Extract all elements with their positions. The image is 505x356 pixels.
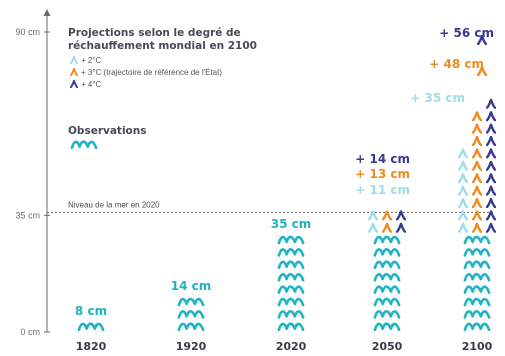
projection-value-label-2050: + 11 cm	[355, 183, 410, 197]
projection-chevron-mark	[486, 173, 496, 184]
y-tick-label: 90 cm	[15, 27, 40, 37]
legend-item-label: + 4°C	[81, 80, 102, 89]
projection-chevron-mark	[472, 222, 482, 233]
observation-wave-mark	[375, 237, 399, 243]
projection-chevron-mark	[472, 111, 482, 122]
projection-chevron-mark	[458, 222, 468, 233]
x-category-label: 2020	[276, 340, 307, 353]
observation-wave-mark	[279, 274, 303, 280]
legend-item-label: + 3°C (trajectoire de référence de l'Éta…	[81, 68, 222, 77]
projection-chevron-mark	[486, 136, 496, 146]
x-category-label: 1820	[76, 340, 107, 353]
observation-wave-mark	[279, 237, 303, 243]
projection-chevron-mark	[472, 160, 482, 171]
observation-wave-mark	[465, 299, 489, 305]
legend-chevron-icon	[70, 68, 78, 76]
projection-chevron-mark	[472, 123, 482, 134]
projection-chevron-mark	[486, 123, 496, 134]
legend-wave-icon	[70, 140, 98, 150]
observation-wave-mark	[465, 324, 489, 330]
observation-wave-mark	[279, 299, 303, 305]
projection-chevron-mark	[458, 198, 468, 208]
observation-wave-mark	[375, 324, 399, 330]
observation-wave-mark	[465, 311, 489, 317]
projection-chevron-mark	[472, 173, 482, 184]
projection-chevron-mark	[486, 148, 496, 159]
legend-title-line-1: Projections selon le degré de	[68, 27, 241, 39]
observation-wave-mark	[465, 274, 489, 280]
projection-chevron-mark	[458, 160, 468, 171]
y-tick-label: 0 cm	[20, 327, 40, 337]
observation-wave-mark	[279, 311, 303, 317]
projection-chevron-mark	[472, 148, 482, 159]
projection-chevron-mark	[486, 111, 496, 122]
legend-title-line-2: réchauffement mondial en 2100	[68, 40, 257, 52]
projection-chevron-mark	[472, 198, 482, 208]
observation-wave-mark	[375, 249, 399, 255]
projection-chevron-mark	[486, 222, 496, 233]
observation-wave-mark	[465, 287, 489, 293]
observation-wave-mark	[79, 324, 103, 330]
observation-wave-mark	[179, 311, 203, 317]
legend: Projections selon le degré de réchauffem…	[68, 27, 257, 150]
projection-chevron-mark	[382, 222, 392, 233]
observation-wave-mark	[465, 249, 489, 255]
projection-chevron-mark	[458, 148, 468, 159]
projection-chevron-mark	[486, 185, 496, 196]
reference-line-label: Niveau de la mer en 2020	[68, 200, 160, 209]
x-category-label: 1920	[176, 340, 207, 353]
projection-chevron-mark	[458, 185, 468, 196]
observation-value-label: 8 cm	[75, 304, 107, 318]
observation-wave-mark	[179, 299, 203, 305]
observation-wave-mark	[375, 287, 399, 293]
projection-chevron-mark	[368, 222, 378, 233]
projection-value-label-2100: + 35 cm	[410, 91, 465, 105]
projection-chevron-mark	[472, 136, 482, 146]
observation-wave-mark	[375, 311, 399, 317]
observation-wave-mark	[375, 299, 399, 305]
legend-chevron-icon	[70, 80, 78, 88]
observation-wave-mark	[279, 249, 303, 255]
projection-chevron-mark	[472, 185, 482, 196]
projection-chevron-mark	[486, 160, 496, 171]
y-axis-arrow-icon	[43, 9, 51, 16]
legend-observations-label: Observations	[68, 125, 146, 137]
projection-value-label-2100: + 56 cm	[439, 26, 494, 40]
observation-wave-mark	[375, 262, 399, 268]
projection-chevron-mark	[396, 222, 406, 233]
projection-chevron-mark	[486, 98, 496, 109]
legend-item-label: + 2°C	[81, 56, 102, 65]
observation-wave-mark	[279, 324, 303, 330]
legend-chevron-icon	[70, 56, 78, 64]
observation-wave-mark	[375, 274, 399, 280]
y-tick-label: 35 cm	[15, 210, 40, 220]
observation-wave-mark	[465, 262, 489, 268]
projection-value-label-2100: + 48 cm	[429, 57, 484, 71]
x-category-label: 2050	[372, 340, 403, 353]
projection-value-label-2050: + 13 cm	[355, 167, 410, 181]
projection-value-label-2050: + 14 cm	[355, 152, 410, 166]
observation-wave-mark	[279, 262, 303, 268]
observation-wave-mark	[465, 237, 489, 243]
observation-wave-mark	[279, 287, 303, 293]
observation-wave-mark	[179, 324, 203, 330]
observation-value-label: 35 cm	[271, 217, 312, 231]
projection-chevron-mark	[458, 173, 468, 184]
projection-chevron-mark	[486, 198, 496, 208]
x-category-label: 2100	[462, 340, 493, 353]
observation-value-label: 14 cm	[171, 279, 212, 293]
